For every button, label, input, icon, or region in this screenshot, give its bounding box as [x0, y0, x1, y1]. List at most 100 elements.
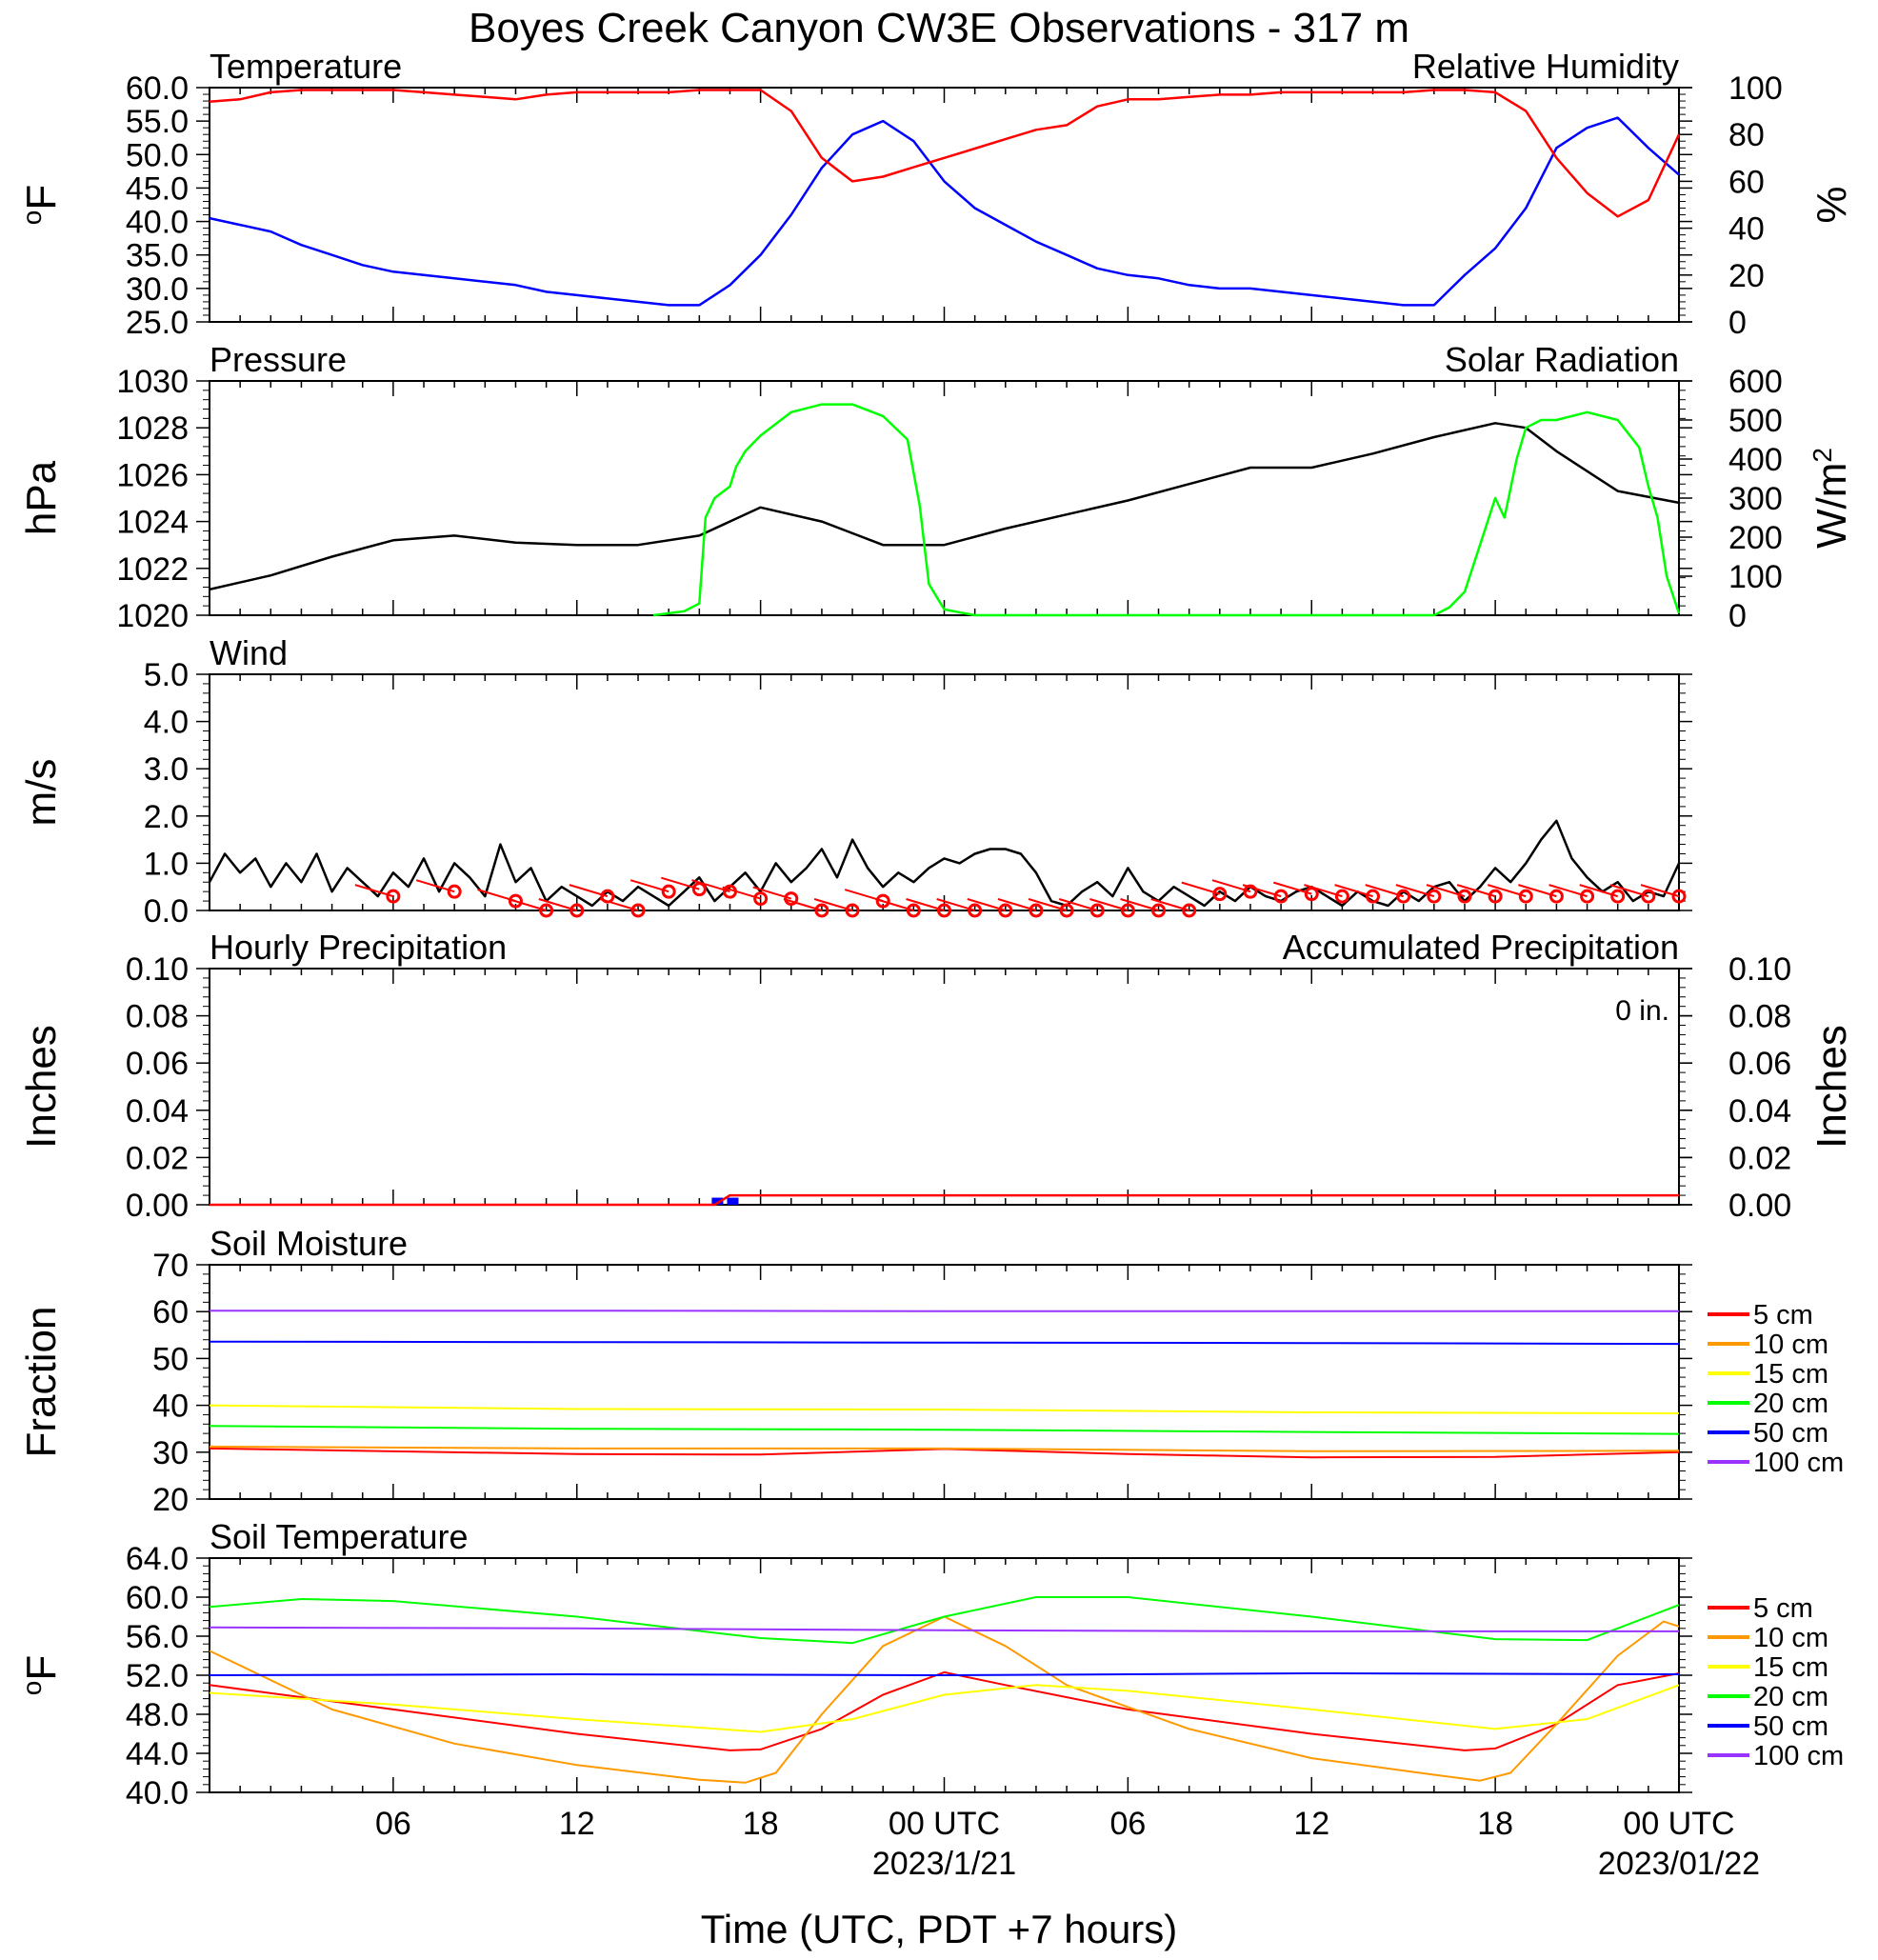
legend-label: 15 cm: [1753, 1652, 1828, 1683]
panel-title-left: Hourly Precipitation: [210, 928, 507, 967]
wind-direction-marker: [1671, 889, 1687, 904]
y-tick-label-left: 0.02: [126, 1140, 189, 1176]
plot-frame: [209, 673, 1680, 911]
y-axis-label-right-text: %: [1808, 186, 1855, 223]
wind-direction-barb: [813, 898, 853, 911]
y-tick-label-right: 0.00: [1728, 1188, 1791, 1224]
wind-direction-barb: [1456, 884, 1496, 898]
plot-frame: [209, 1264, 1680, 1500]
wind-direction-marker: [1151, 903, 1167, 918]
y-tick-label-right: 60: [1728, 164, 1765, 200]
precip-bar: [727, 1197, 739, 1205]
y-axis-label-left: oF: [17, 1655, 66, 1695]
wind-direction-barb: [783, 898, 823, 911]
legend-label: 100 cm: [1753, 1741, 1844, 1771]
legend-label: 20 cm: [1753, 1682, 1828, 1712]
x-tick-date-label: 2023/1/21: [872, 1846, 1016, 1882]
series-line-50-cm: [209, 1340, 1680, 1346]
y-axis-label-right: %: [1808, 186, 1855, 223]
y-tick-label-left: 1028: [116, 410, 189, 447]
wind-direction-barb: [1426, 884, 1466, 898]
legend-label: 5 cm: [1753, 1593, 1813, 1624]
y-tick-label-left: 1022: [116, 551, 189, 588]
wind-direction-barb: [936, 898, 975, 911]
y-tick-label-right: 40: [1728, 211, 1765, 248]
plot-frame: [209, 380, 1680, 616]
series-line-100-cm: [209, 1626, 1679, 1632]
y-tick-label-right: 0.08: [1728, 999, 1791, 1035]
wind-direction-marker: [1182, 903, 1197, 918]
wind-direction-barb: [1089, 898, 1129, 911]
chart-title: Boyes Creek Canyon CW3E Observations - 3…: [469, 5, 1409, 51]
wind-direction-barb: [1211, 879, 1251, 893]
y-tick-label-left: 64.0: [126, 1541, 189, 1577]
wind-direction-marker: [1457, 889, 1472, 904]
y-tick-label-right: 0: [1728, 305, 1747, 341]
y-tick-label-left: 1020: [116, 598, 189, 634]
series-line-accumulated-precipitation: [210, 1193, 1679, 1207]
wind-direction-marker: [386, 889, 401, 904]
wind-direction-barb: [875, 898, 914, 911]
y-tick-label-right: 0.10: [1728, 951, 1791, 988]
x-tick-label: 12: [1293, 1806, 1329, 1842]
series-line-100-cm: [210, 1310, 1679, 1312]
y-tick-label-left: 0.0: [144, 893, 189, 930]
x-tick-label: 00 UTC: [889, 1806, 1000, 1842]
series-line-20-cm: [209, 1596, 1680, 1645]
y-tick-label-right: 300: [1728, 481, 1783, 517]
legend-label: 20 cm: [1753, 1389, 1828, 1419]
panel-2: 1020 1022 1024 1026 1028 1030 0100200300400500…: [116, 340, 1782, 634]
y-tick-label-left: 50: [152, 1341, 189, 1377]
y-tick-label-left: 48.0: [126, 1697, 189, 1733]
wind-direction-barb: [1058, 898, 1098, 911]
wind-direction-barb: [508, 898, 547, 911]
y-axis-label-left: Fraction: [18, 1307, 65, 1458]
y-axis-label-left-text: Fraction: [18, 1307, 65, 1458]
wind-direction-marker: [998, 903, 1013, 918]
y-tick-label-left: 44.0: [126, 1736, 189, 1772]
x-axis-label: Time (UTC, PDT +7 hours): [701, 1907, 1178, 1951]
y-tick-label-left: 0.06: [126, 1046, 189, 1082]
wind-direction-barb: [906, 898, 945, 911]
wind-direction-barb: [415, 879, 455, 893]
panel-title-left: Soil Temperature: [210, 1517, 468, 1556]
y-tick-label-left: 30.0: [126, 271, 189, 308]
x-tick-label: 18: [743, 1806, 779, 1842]
panel-title-right: Solar Radiation: [1445, 340, 1679, 379]
y-tick-label-left: 40: [152, 1389, 189, 1425]
legend-label: 10 cm: [1753, 1623, 1828, 1653]
y-axis-label-left-text: m/s: [18, 759, 65, 827]
y-axis-label-left: oF: [17, 185, 66, 225]
y-tick-label-left: 40.0: [126, 1775, 189, 1811]
y-tick-label-right: 0.04: [1728, 1093, 1791, 1130]
series-line-15-cm: [209, 1684, 1680, 1733]
wind-direction-barb: [1150, 898, 1189, 911]
wind-direction-marker: [1396, 889, 1411, 904]
y-tick-label-left: 0.10: [126, 951, 189, 988]
wind-direction-marker: [691, 882, 707, 897]
wind-direction-barb: [1181, 881, 1221, 895]
y-tick-label-left: 4.0: [144, 705, 189, 741]
y-tick-label-right: 100: [1728, 559, 1783, 595]
x-tick-label: 06: [375, 1806, 411, 1842]
y-tick-label-right: 200: [1728, 520, 1783, 556]
y-tick-label-left: 1026: [116, 457, 189, 493]
y-tick-label-right: 0.02: [1728, 1140, 1791, 1176]
y-tick-label-left: 60: [152, 1294, 189, 1330]
wind-direction-marker: [1427, 889, 1442, 904]
series-line-20-cm: [209, 1425, 1680, 1435]
wind-direction-marker: [1120, 903, 1135, 918]
y-tick-label-right: 500: [1728, 403, 1783, 439]
series-line-10-cm: [209, 1445, 1680, 1452]
y-tick-label-left: 2.0: [144, 799, 189, 835]
wind-direction-marker: [1304, 887, 1319, 902]
y-tick-label-left: 1024: [116, 505, 189, 541]
wind-direction-marker: [1610, 889, 1626, 904]
wind-direction-marker: [1059, 903, 1074, 918]
y-tick-label-left: 1030: [116, 364, 189, 400]
wind-direction-barb: [691, 879, 730, 893]
y-axis-label-left: Inches: [18, 1025, 65, 1149]
